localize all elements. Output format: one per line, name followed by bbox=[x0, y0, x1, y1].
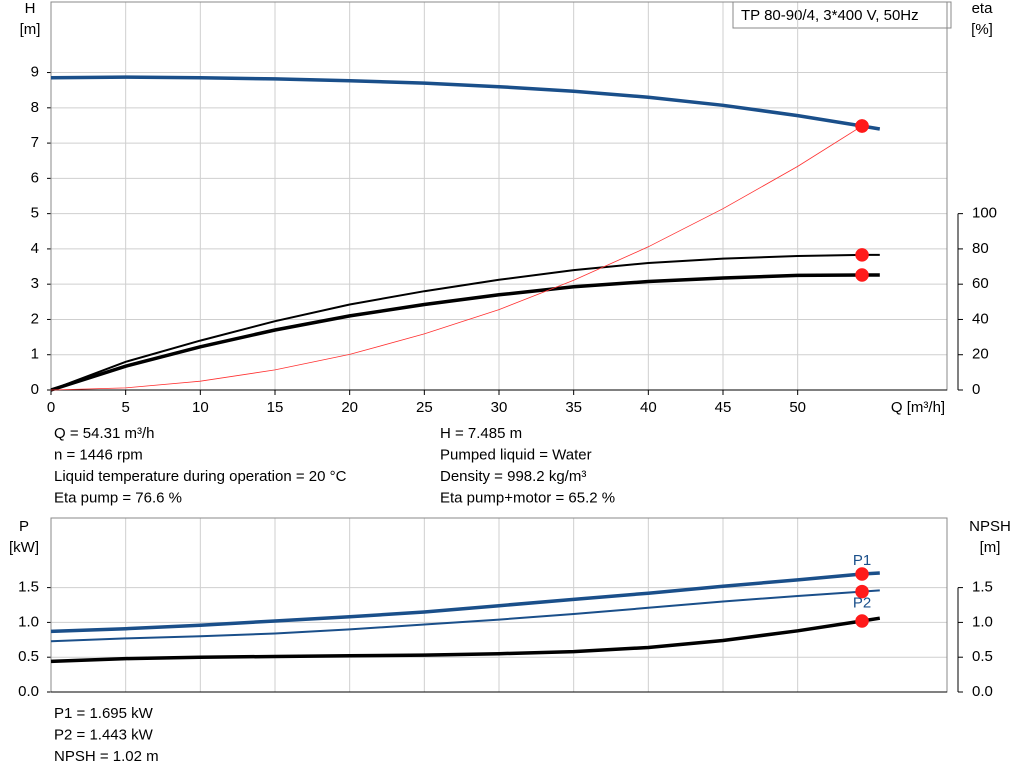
y-axis-label: P bbox=[19, 518, 29, 535]
y2-tick-label: 1.0 bbox=[972, 613, 993, 630]
y-tick-label: 2 bbox=[31, 310, 39, 327]
y2-axis-unit: [m] bbox=[980, 539, 1001, 556]
x-axis-label: Q [m³/h] bbox=[891, 399, 945, 416]
x-tick-label: 45 bbox=[715, 399, 732, 416]
info-text: Eta pump+motor = 65.2 % bbox=[440, 489, 615, 506]
y2-tick-label: 0.5 bbox=[972, 648, 993, 665]
info-text: Density = 998.2 kg/m³ bbox=[440, 468, 586, 485]
info-text: Pumped liquid = Water bbox=[440, 446, 592, 463]
info-text: H = 7.485 m bbox=[440, 425, 522, 442]
operating-point bbox=[855, 248, 869, 262]
series-label: P2 bbox=[853, 595, 871, 612]
y-tick-label: 1.0 bbox=[18, 613, 39, 630]
y-tick-label: 1.5 bbox=[18, 579, 39, 596]
y-tick-label: 8 bbox=[31, 99, 39, 116]
y-tick-label: 4 bbox=[31, 240, 39, 257]
y2-tick-label: 0.0 bbox=[972, 683, 993, 700]
y-tick-label: 0.5 bbox=[18, 648, 39, 665]
y-tick-label: 6 bbox=[31, 169, 39, 186]
x-tick-label: 40 bbox=[640, 399, 657, 416]
x-tick-label: 35 bbox=[565, 399, 582, 416]
info-text: n = 1446 rpm bbox=[54, 446, 143, 463]
x-tick-label: 5 bbox=[121, 399, 129, 416]
info-text: NPSH = 1.02 m bbox=[54, 748, 159, 765]
y-axis-unit: [kW] bbox=[9, 539, 39, 556]
y2-tick-label: 0 bbox=[972, 381, 980, 398]
x-tick-label: 20 bbox=[341, 399, 358, 416]
y-tick-label: 5 bbox=[31, 205, 39, 222]
title-box bbox=[732, 1, 952, 29]
y-tick-label: 0.0 bbox=[18, 683, 39, 700]
x-tick-label: 30 bbox=[491, 399, 508, 416]
x-tick-label: 25 bbox=[416, 399, 433, 416]
curve bbox=[50, 125, 863, 391]
y2-tick-label: 60 bbox=[972, 275, 989, 292]
y2-axis-unit: [%] bbox=[971, 21, 993, 38]
y-axis-label: H bbox=[25, 0, 36, 17]
operating-point bbox=[855, 614, 869, 628]
info-text: Liquid temperature during operation = 20… bbox=[54, 468, 347, 485]
y2-tick-label: 40 bbox=[972, 310, 989, 327]
info-text: P1 = 1.695 kW bbox=[54, 705, 154, 722]
curve bbox=[50, 273, 880, 392]
operating-point bbox=[855, 268, 869, 282]
x-tick-label: 0 bbox=[47, 399, 55, 416]
y-tick-label: 7 bbox=[31, 134, 39, 151]
y2-tick-label: 80 bbox=[972, 240, 989, 257]
y2-tick-label: 20 bbox=[972, 346, 989, 363]
y-axis-unit: [m] bbox=[20, 21, 41, 38]
operating-point bbox=[855, 567, 869, 581]
y2-tick-label: 1.5 bbox=[972, 579, 993, 596]
info-text: Eta pump = 76.6 % bbox=[54, 489, 182, 506]
y-tick-label: 0 bbox=[31, 381, 39, 398]
curve bbox=[50, 571, 880, 634]
operating-point bbox=[855, 584, 869, 599]
y-tick-label: 9 bbox=[31, 64, 39, 81]
x-tick-label: 15 bbox=[267, 399, 284, 416]
operating-point bbox=[855, 119, 869, 133]
curve bbox=[50, 589, 880, 643]
curve bbox=[50, 616, 881, 664]
info-text: Q = 54.31 m³/h bbox=[54, 425, 154, 442]
y2-tick-label: 100 bbox=[972, 205, 997, 222]
series-label: P1 bbox=[853, 552, 871, 569]
y-tick-label: 3 bbox=[31, 275, 39, 292]
x-tick-label: 50 bbox=[789, 399, 806, 416]
curve bbox=[50, 253, 880, 391]
y2-axis-label: eta bbox=[972, 0, 994, 17]
x-tick-label: 10 bbox=[192, 399, 209, 416]
info-text: P2 = 1.443 kW bbox=[54, 726, 154, 743]
y-tick-label: 1 bbox=[31, 346, 39, 363]
y2-axis-label: NPSH bbox=[969, 518, 1011, 535]
chart-title: TP 80-90/4, 3*400 V, 50Hz bbox=[741, 7, 919, 24]
curve bbox=[50, 75, 881, 131]
